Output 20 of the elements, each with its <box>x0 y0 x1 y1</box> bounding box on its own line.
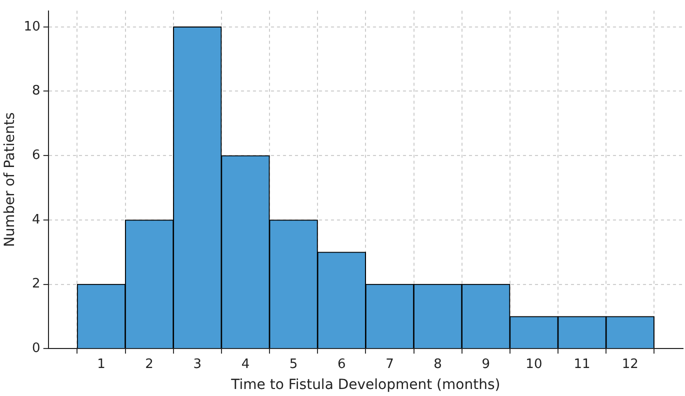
y-tick-label: 2 <box>32 276 40 292</box>
x-tick-label: 12 <box>622 356 638 372</box>
y-tick-label: 6 <box>32 148 40 163</box>
x-tick-label: 2 <box>145 356 154 372</box>
x-tick-label: 6 <box>337 356 346 372</box>
x-tick-label: 11 <box>574 356 590 372</box>
x-tick-label: 9 <box>482 356 490 372</box>
y-tick-label: 4 <box>32 212 40 228</box>
y-axis-title: Number of Patients <box>2 112 18 248</box>
x-axis-title: Time to Fistula Development (months) <box>230 377 500 394</box>
y-tick-label: 8 <box>32 84 40 99</box>
y-tick-label: 0 <box>32 340 40 356</box>
x-tick-label: 4 <box>241 356 250 372</box>
y-tick-label: 10 <box>24 19 40 34</box>
x-tick-label: 8 <box>434 356 442 372</box>
x-tick-label: 3 <box>193 356 202 372</box>
x-tick-label: 1 <box>97 356 106 372</box>
x-tick-label: 7 <box>386 356 394 372</box>
x-tick-label: 10 <box>526 356 542 372</box>
x-tick-label: 5 <box>289 356 298 372</box>
